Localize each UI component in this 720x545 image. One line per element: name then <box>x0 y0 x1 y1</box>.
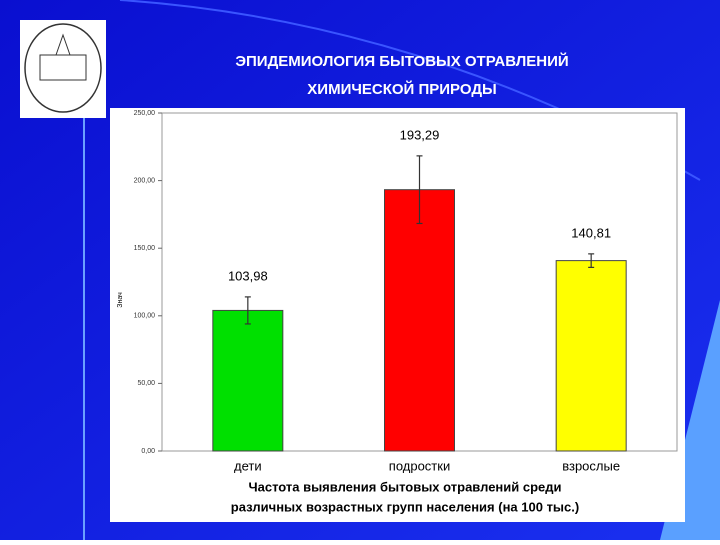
y-tick-label: 150,00 <box>134 245 156 252</box>
x-axis-label: различных возрастных групп населения (на… <box>231 499 579 514</box>
y-tick-label: 250,00 <box>134 110 156 117</box>
x-tick-label: взрослые <box>562 458 620 473</box>
bar <box>384 189 455 452</box>
x-axis-label: Частота выявления бытовых отравлений сре… <box>248 479 561 494</box>
y-tick-label: 200,00 <box>134 177 156 184</box>
y-tick-label: 100,00 <box>134 313 156 320</box>
title-line: ХИМИЧЕСКОЙ ПРИРОДЫ <box>307 80 496 98</box>
value-label: 140,81 <box>571 225 611 240</box>
y-tick-label: 50,00 <box>137 380 155 387</box>
bar <box>212 309 284 452</box>
error-bar <box>416 155 423 225</box>
logo-ring <box>24 23 102 113</box>
x-tick-label: подростки <box>389 458 450 473</box>
value-label: 193,29 <box>400 127 440 142</box>
logo-building <box>39 54 87 81</box>
y-tick-label: 0,00 <box>141 448 155 455</box>
error-bar <box>588 253 595 268</box>
logo <box>20 20 106 118</box>
bar <box>555 260 627 452</box>
value-label: 103,98 <box>228 268 268 283</box>
logo-tower <box>55 33 71 56</box>
x-tick-label: дети <box>234 458 262 473</box>
error-bar <box>244 296 251 325</box>
title-line: ЭПИДЕМИОЛОГИЯ БЫТОВЫХ ОТРАВЛЕНИЙ <box>235 52 568 70</box>
y-axis-label: Знач <box>117 292 124 308</box>
